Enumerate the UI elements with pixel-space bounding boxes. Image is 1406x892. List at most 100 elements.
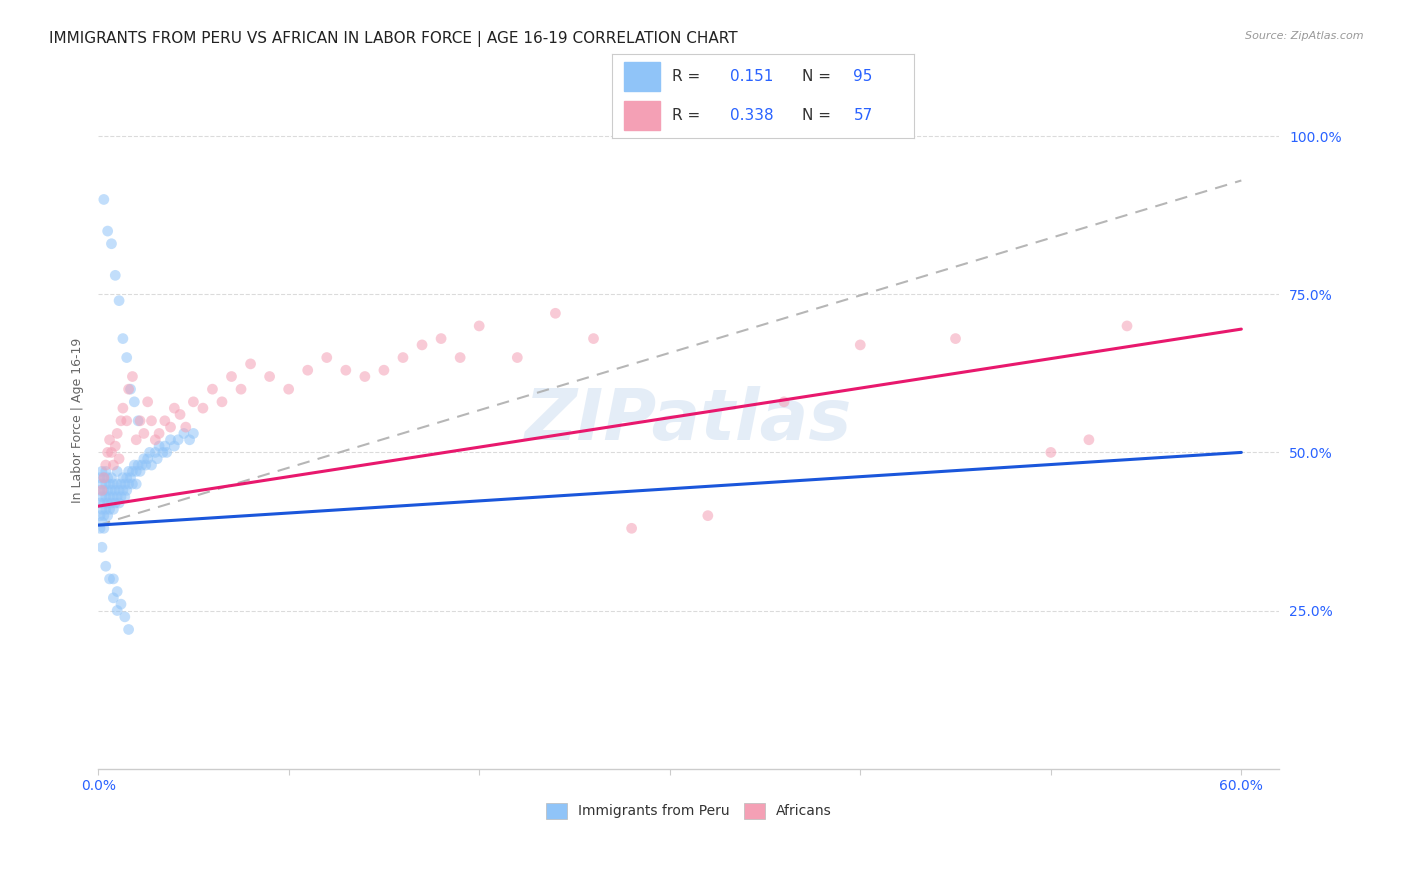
Text: 0.338: 0.338 bbox=[730, 108, 773, 123]
Point bbox=[132, 451, 155, 466]
Point bbox=[97, 445, 120, 459]
Point bbox=[103, 490, 125, 504]
Point bbox=[201, 382, 224, 396]
Point bbox=[110, 414, 132, 428]
Point bbox=[127, 458, 149, 472]
Point bbox=[167, 433, 190, 447]
Text: R =: R = bbox=[672, 69, 706, 84]
Point bbox=[138, 445, 160, 459]
Point bbox=[105, 584, 128, 599]
Point bbox=[105, 477, 128, 491]
Point bbox=[148, 426, 170, 441]
Point bbox=[773, 394, 796, 409]
Point bbox=[98, 502, 121, 516]
Point bbox=[111, 483, 134, 498]
Point bbox=[183, 426, 205, 441]
Point bbox=[114, 490, 136, 504]
Point bbox=[152, 445, 174, 459]
Point bbox=[183, 394, 205, 409]
Point bbox=[129, 464, 152, 478]
Point bbox=[153, 439, 176, 453]
Point bbox=[143, 433, 166, 447]
Point bbox=[163, 401, 186, 416]
Point bbox=[103, 572, 125, 586]
Point bbox=[111, 401, 134, 416]
Point bbox=[169, 408, 191, 422]
Point bbox=[89, 471, 111, 485]
Point bbox=[91, 464, 114, 478]
Point bbox=[148, 439, 170, 453]
Point bbox=[94, 477, 117, 491]
Point bbox=[1039, 445, 1062, 459]
Point bbox=[125, 464, 148, 478]
Point bbox=[373, 363, 395, 377]
Point bbox=[173, 426, 195, 441]
Point bbox=[108, 451, 131, 466]
Bar bbox=[624, 62, 659, 91]
Point bbox=[211, 394, 233, 409]
Bar bbox=[624, 101, 659, 130]
Point bbox=[103, 477, 125, 491]
Point bbox=[229, 382, 252, 396]
Point bbox=[315, 351, 337, 365]
Point bbox=[411, 338, 433, 352]
Point bbox=[277, 382, 299, 396]
Point bbox=[259, 369, 281, 384]
Point bbox=[103, 591, 125, 605]
Point bbox=[105, 603, 128, 617]
Point bbox=[125, 477, 148, 491]
Point bbox=[93, 471, 115, 485]
Point bbox=[221, 369, 243, 384]
Point bbox=[97, 483, 120, 498]
Point bbox=[104, 268, 127, 283]
Point bbox=[141, 458, 163, 472]
Point bbox=[191, 401, 214, 416]
Point bbox=[124, 394, 146, 409]
Point bbox=[100, 496, 122, 510]
Point bbox=[1116, 318, 1139, 333]
Point bbox=[93, 471, 115, 485]
Point bbox=[98, 433, 121, 447]
Point bbox=[91, 483, 114, 498]
Point bbox=[93, 508, 115, 523]
Point bbox=[94, 559, 117, 574]
Point bbox=[91, 502, 114, 516]
Point bbox=[159, 433, 181, 447]
Text: ZIPatlas: ZIPatlas bbox=[524, 386, 852, 455]
Point bbox=[159, 420, 181, 434]
Point bbox=[93, 483, 115, 498]
Point bbox=[114, 477, 136, 491]
Point bbox=[94, 458, 117, 472]
Point bbox=[115, 483, 138, 498]
Point bbox=[131, 458, 153, 472]
Point bbox=[696, 508, 718, 523]
Point bbox=[115, 414, 138, 428]
Point bbox=[544, 306, 567, 320]
Point bbox=[110, 477, 132, 491]
Point bbox=[239, 357, 262, 371]
Point bbox=[297, 363, 319, 377]
Point bbox=[153, 414, 176, 428]
Point bbox=[97, 471, 120, 485]
Point bbox=[111, 471, 134, 485]
Point bbox=[582, 332, 605, 346]
Point bbox=[146, 451, 169, 466]
Point bbox=[135, 458, 157, 472]
Point bbox=[127, 414, 149, 428]
Text: R =: R = bbox=[672, 108, 706, 123]
Point bbox=[179, 433, 201, 447]
Point bbox=[114, 610, 136, 624]
Point bbox=[108, 293, 131, 308]
Point bbox=[104, 439, 127, 453]
Legend: Immigrants from Peru, Africans: Immigrants from Peru, Africans bbox=[541, 797, 837, 824]
Point bbox=[91, 541, 114, 555]
Point bbox=[98, 572, 121, 586]
Point bbox=[129, 414, 152, 428]
Point bbox=[97, 496, 120, 510]
Y-axis label: In Labor Force | Age 16-19: In Labor Force | Age 16-19 bbox=[72, 338, 84, 503]
Point bbox=[121, 477, 143, 491]
Point bbox=[104, 483, 127, 498]
Text: 95: 95 bbox=[853, 69, 873, 84]
Point bbox=[132, 426, 155, 441]
Point bbox=[89, 508, 111, 523]
